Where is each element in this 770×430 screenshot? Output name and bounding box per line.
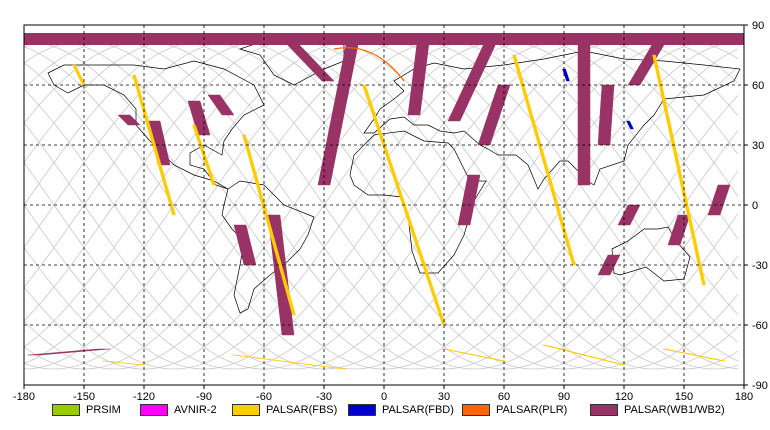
- orbit-track: [23, 40, 739, 370]
- y-axis-labels: 90 60 30 0 -30 -60 -90: [744, 20, 768, 392]
- x-tick-label: 150: [675, 391, 693, 400]
- wb-swath: [207, 94, 235, 116]
- legend-item: AVNIR-2: [140, 402, 217, 418]
- fbd-swath: [626, 120, 634, 130]
- legend-swatch: [232, 404, 260, 416]
- wb-swath: [187, 100, 211, 136]
- legend-label: PALSAR(FBS): [266, 404, 338, 416]
- legend: PRSIM AVNIR-2 PALSAR(FBS) PALSAR(FBD) PALSAR…: [0, 402, 770, 422]
- fbs-swath: [542, 344, 626, 366]
- fbs-swath: [652, 54, 706, 286]
- fbs-swath: [662, 348, 726, 362]
- x-tick-label: 120: [615, 391, 633, 400]
- wb-swath: [117, 114, 141, 126]
- legend-swatch: [462, 404, 490, 416]
- fbs-swath: [102, 360, 146, 366]
- x-tick-label: -30: [316, 391, 332, 400]
- x-tick-label: -90: [196, 391, 212, 400]
- legend-label: PALSAR(FBD): [382, 404, 454, 416]
- wb-swath: [577, 34, 591, 186]
- wb-swath: [457, 174, 481, 226]
- x-tick-label: 0: [381, 391, 387, 400]
- x-tick-label: 180: [735, 391, 753, 400]
- y-tick-label: 0: [752, 200, 758, 212]
- orbit-track: [23, 40, 739, 370]
- y-tick-label: -60: [752, 320, 768, 332]
- legend-swatch: [590, 404, 618, 416]
- coastline: [611, 226, 691, 282]
- x-tick-label: 90: [558, 391, 570, 400]
- fbs-swath: [132, 74, 176, 216]
- wb-swath: [27, 348, 111, 356]
- coverage-map: -180 -150 -120 -90 -60 -30 0 30 60 90 120 150 180 90…: [13, 20, 768, 400]
- wb-swath: [667, 214, 691, 246]
- legend-swatch: [140, 404, 168, 416]
- legend-item: PALSAR(FBD): [348, 402, 454, 418]
- wb-swath: [707, 184, 731, 216]
- plr-swath: [333, 47, 405, 82]
- legend-swatch: [348, 404, 376, 416]
- wb-swaths: [24, 33, 744, 356]
- x-tick-label: 30: [438, 391, 450, 400]
- fbs-swath: [512, 54, 576, 266]
- legend-item: PALSAR(FBS): [232, 402, 337, 418]
- legend-item: PRSIM: [52, 402, 121, 418]
- legend-swatch: [52, 404, 80, 416]
- y-tick-label: 60: [752, 80, 764, 92]
- fbs-swath: [232, 354, 346, 370]
- fbs-swath: [192, 124, 216, 186]
- other-swaths: [333, 47, 634, 130]
- y-tick-label: 30: [752, 140, 764, 152]
- x-axis-labels: -180 -150 -120 -90 -60 -30 0 30 60 90 120 150 180: [13, 385, 753, 400]
- x-tick-label: -150: [73, 391, 95, 400]
- orbit-track: [23, 40, 739, 370]
- x-tick-label: 60: [498, 391, 510, 400]
- x-tick-label: -120: [133, 391, 155, 400]
- legend-label: PRSIM: [86, 404, 121, 416]
- legend-label: AVNIR-2: [174, 404, 217, 416]
- y-tick-label: -30: [752, 260, 768, 272]
- fbs-swath: [242, 134, 296, 316]
- legend-item: PALSAR(WB1/WB2): [590, 402, 725, 418]
- wb-swath: [233, 224, 257, 266]
- y-tick-label: -90: [752, 380, 768, 392]
- wb-swath: [597, 84, 615, 146]
- coastline: [47, 60, 265, 190]
- orbit-track: [23, 40, 739, 370]
- y-tick-label: 90: [752, 20, 764, 32]
- x-tick-label: -60: [256, 391, 272, 400]
- coastline: [363, 50, 741, 190]
- grid-lines: [24, 25, 744, 385]
- fbs-swath: [442, 348, 506, 362]
- x-tick-label: -180: [13, 391, 35, 400]
- legend-label: PALSAR(PLR): [496, 404, 568, 416]
- legend-item: PALSAR(PLR): [462, 402, 567, 418]
- fbd-swath: [562, 68, 570, 82]
- legend-label: PALSAR(WB1/WB2): [624, 404, 725, 416]
